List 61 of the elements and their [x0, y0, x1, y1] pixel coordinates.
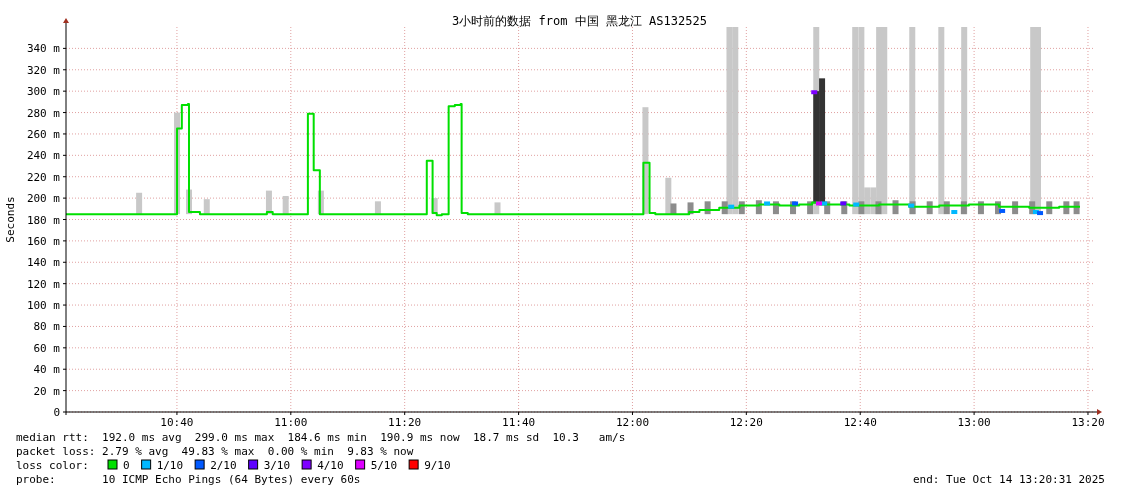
- text: end: Tue Oct 14 13:20:31 2025: [912, 473, 1105, 486]
- point: [764, 201, 771, 206]
- x-tick-label: 10:40: [160, 416, 194, 429]
- y-tick-label: 340 m: [26, 42, 61, 56]
- point: [908, 203, 915, 208]
- bar: [670, 203, 677, 215]
- bar: [909, 27, 916, 215]
- point: [728, 204, 735, 209]
- point: [999, 208, 1006, 213]
- x-tick-label: 13:20: [1071, 416, 1105, 429]
- x-tick-label: 11:40: [502, 416, 536, 429]
- bar: [203, 199, 210, 215]
- legend-label: 1/10: [156, 459, 184, 472]
- point: [853, 202, 860, 207]
- chart-title: 3小时前的数据 from 中国 黑龙江 AS132525: [452, 14, 707, 28]
- legend-label: 5/10: [370, 459, 398, 472]
- text: packet loss: 2.79 % avg 49.83 % max 0.00 % min 9.83 % now: [16, 445, 414, 458]
- y-tick-label: 180 m: [26, 213, 61, 227]
- x-tick-label: 13:00: [957, 416, 991, 429]
- bar: [665, 177, 672, 215]
- bar: [136, 192, 143, 215]
- text: probe: 10 ICMP Echo Pings (64 Bytes) every 60s: [16, 473, 361, 486]
- x-tick-label: 11:20: [388, 416, 422, 429]
- y-tick-label: 20 m: [33, 384, 61, 398]
- legend-label: 2/10: [210, 459, 237, 472]
- bar: [938, 27, 945, 215]
- y-axis-title: Seconds: [4, 196, 17, 243]
- point: [951, 210, 958, 215]
- y-tick-label: 40 m: [33, 363, 61, 377]
- y-tick-label: 100 m: [26, 299, 61, 313]
- y-tick-label: 280 m: [26, 106, 61, 120]
- x-tick-label: 12:40: [843, 416, 877, 429]
- y-tick-label: 260 m: [26, 127, 61, 141]
- x-tick-label: 12:00: [615, 416, 650, 429]
- legend-label: 9/10: [424, 459, 451, 472]
- y-tick-label: 120 m: [26, 277, 61, 291]
- y-tick-label: 60 m: [33, 341, 61, 355]
- y-tick-label: 200 m: [26, 192, 61, 206]
- legend-label: 3/10: [263, 459, 291, 472]
- point: [816, 201, 822, 206]
- legend-label: 0: [123, 459, 130, 472]
- bar: [494, 202, 501, 215]
- legend-label: 4/10: [317, 459, 344, 472]
- bar: [374, 201, 381, 215]
- y-tick-label: 80 m: [33, 320, 61, 334]
- y-tick-label: 0: [53, 406, 60, 419]
- y-tick-label: 220 m: [26, 170, 61, 184]
- point: [792, 201, 799, 206]
- bar: [282, 195, 289, 215]
- point: [840, 201, 847, 206]
- x-tick-label: 11:00: [274, 416, 308, 429]
- point: [811, 90, 818, 95]
- x-tick-label: 12:20: [729, 416, 763, 429]
- y-tick-label: 320 m: [26, 63, 61, 77]
- point: [1037, 211, 1044, 216]
- y-tick-label: 160 m: [26, 234, 61, 248]
- text: median rtt: 192.0 ms avg 299.0 ms max 184.6 ms min 190.9 ms now 18.7 ms sd 10.3 am/s: [16, 431, 626, 444]
- y-tick-label: 300 m: [26, 85, 61, 99]
- y-tick-label: 140 m: [26, 256, 61, 270]
- y-tick-label: 240 m: [26, 149, 61, 163]
- legend-title: loss color:: [16, 459, 89, 472]
